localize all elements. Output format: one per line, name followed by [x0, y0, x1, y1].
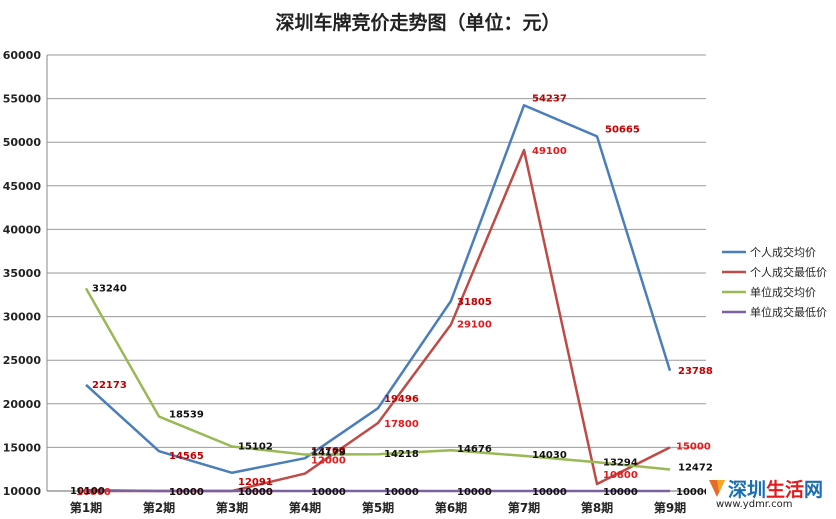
data-label: 10000 [532, 487, 567, 498]
data-label: 10000 [457, 487, 492, 498]
y-tick-label: 25000 [3, 354, 42, 367]
data-label: 23788 [678, 366, 713, 377]
data-label: 14179 [311, 448, 346, 459]
data-label: 10000 [238, 487, 273, 498]
x-tick-label: 第2期 [143, 500, 175, 515]
y-tick-label: 45000 [3, 180, 42, 193]
series-line-1 [85, 104, 672, 475]
data-label: 13294 [603, 457, 638, 468]
series-line-4 [85, 488, 670, 493]
y-tick-label: 55000 [3, 93, 42, 106]
data-label: 54237 [532, 93, 567, 104]
x-tick-label: 第5期 [362, 500, 394, 515]
data-label: 10000 [238, 487, 273, 498]
series-line-3 [84, 287, 671, 471]
data-label: 10000 [169, 487, 204, 498]
legend-entry-label: 单位成交均价 [750, 285, 816, 299]
data-label-layer: 22173 14565 12091 13762 19496 31805 54237 50665… [70, 93, 713, 498]
data-label: 10000 [384, 487, 419, 498]
x-tick-label: 第4期 [289, 500, 321, 515]
y-tick-label: 20000 [3, 398, 42, 411]
chart-title: 深圳车牌竞价走势图（单位：元） [275, 12, 561, 34]
data-label: 22173 [92, 380, 127, 391]
data-label: 10100 [70, 486, 105, 497]
y-tick-label: 50000 [3, 136, 42, 149]
data-label: 31805 [457, 297, 492, 308]
watermark-brand-part-2: 生活 [766, 479, 805, 501]
data-label: 33240 [92, 283, 127, 294]
data-label: 49100 [532, 146, 567, 157]
x-tick-label: 第9期 [654, 500, 686, 515]
y-tick-label: 35000 [3, 267, 42, 280]
data-label: 14030 [532, 450, 567, 461]
data-label: 50665 [605, 124, 640, 135]
x-tick-label: 第7期 [508, 500, 540, 515]
x-tick-label: 第1期 [70, 500, 102, 515]
series-line-2 [86, 148, 671, 493]
data-label: 10000 [603, 487, 638, 498]
data-label: 14676 [457, 444, 492, 455]
data-label: 12091 [238, 477, 273, 488]
series-layer [84, 104, 672, 493]
watermark-brand-part-1: 深圳 [728, 479, 767, 501]
axis-layer: 10000 15000 20000 25000 30000 35000 40000 45000… [3, 49, 686, 515]
y-tick-label: 40000 [3, 223, 42, 236]
data-label: 17800 [384, 419, 419, 430]
data-label: 15102 [238, 442, 273, 453]
legend-entry-label: 单位成交最低价 [750, 305, 827, 319]
data-label: 12472 [678, 462, 713, 473]
data-label: 15000 [676, 441, 711, 452]
data-label: 14218 [384, 449, 419, 460]
data-label: 10000 [76, 487, 111, 498]
site-watermark: 深圳生活网 www.ydmr.com [706, 475, 828, 513]
data-label: 13762 [311, 446, 346, 457]
watermark-brand-part-3: 网 [804, 479, 824, 501]
grid-layer [47, 54, 706, 492]
x-tick-label: 第6期 [435, 500, 467, 515]
x-tick-label: 第3期 [216, 500, 248, 515]
legend-entry-label: 个人成交均价 [750, 245, 816, 259]
ydmr-logo-icon [709, 480, 725, 497]
watermark-url: www.ydmr.com [716, 499, 793, 510]
y-tick-label: 60000 [3, 49, 42, 62]
data-label: 10000 [311, 487, 346, 498]
data-label: 10000 [676, 487, 711, 498]
data-label: 10000 [169, 487, 204, 498]
data-label: 14565 [169, 451, 204, 462]
data-label: 18539 [169, 410, 204, 421]
watermark-brand: 深圳生活网 [728, 475, 823, 502]
data-label: 19496 [384, 394, 419, 405]
data-label: 12000 [311, 456, 346, 467]
y-tick-label: 10000 [3, 485, 42, 498]
data-label: 10800 [603, 470, 638, 481]
legend-entry-label: 个人成交最低价 [750, 265, 827, 279]
x-tick-label: 第8期 [581, 500, 613, 515]
y-tick-label: 15000 [3, 441, 42, 454]
data-label: 29100 [457, 319, 492, 330]
y-tick-label: 30000 [3, 311, 42, 324]
